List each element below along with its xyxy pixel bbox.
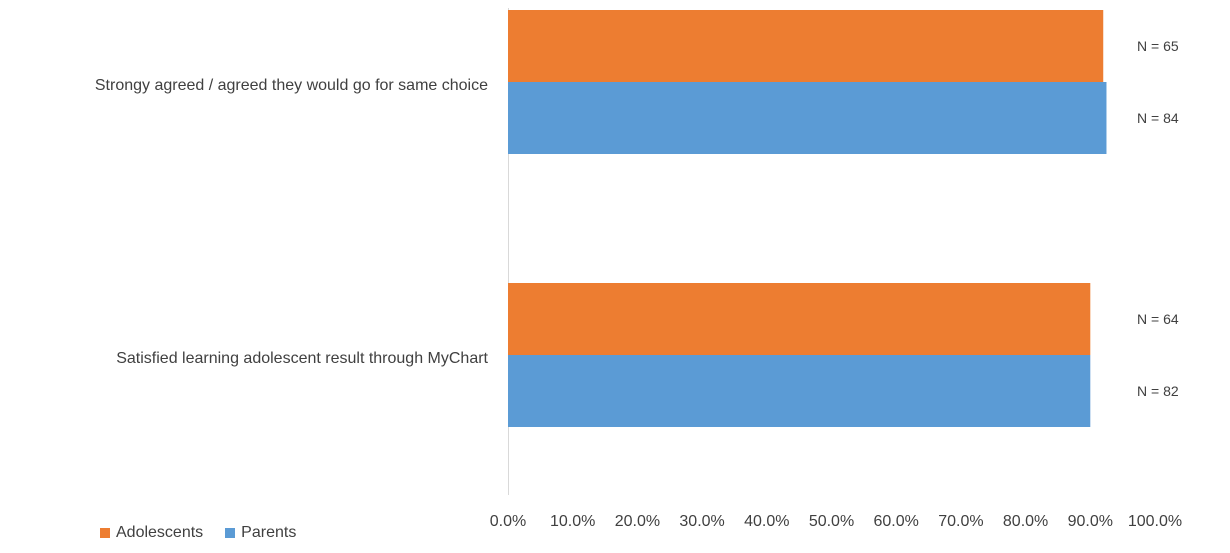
x-tick-label: 50.0% bbox=[809, 513, 854, 530]
category-label: Strongy agreed / agreed they would go fo… bbox=[95, 77, 488, 94]
x-tick-label: 90.0% bbox=[1068, 513, 1113, 530]
bar-parents bbox=[508, 355, 1091, 427]
x-tick-label: 60.0% bbox=[874, 513, 919, 530]
data-labels: N = 65 N = 84 N = 64 N = 82 bbox=[1137, 38, 1179, 399]
bar-parents bbox=[508, 82, 1107, 154]
legend-swatch-adolescents bbox=[100, 528, 110, 538]
legend-swatch-parents bbox=[225, 528, 236, 538]
data-label: N = 64 bbox=[1137, 311, 1179, 327]
x-tick-label: 40.0% bbox=[744, 513, 789, 530]
x-tick-label: 0.0% bbox=[490, 513, 526, 530]
bar-adolescents bbox=[508, 10, 1104, 82]
legend-item-adolescents: Adolescents bbox=[100, 524, 203, 542]
bars bbox=[508, 10, 1107, 427]
x-tick-label: 80.0% bbox=[1003, 513, 1048, 530]
legend-item-parents: Parents bbox=[225, 524, 296, 542]
x-tick-label: 70.0% bbox=[938, 513, 983, 530]
data-label: N = 84 bbox=[1137, 110, 1179, 126]
x-tick-label: 30.0% bbox=[679, 513, 724, 530]
category-labels: Strongy agreed / agreed they would go fo… bbox=[95, 77, 489, 367]
x-tick-label: 10.0% bbox=[550, 513, 595, 530]
legend-label-parents: Parents bbox=[241, 524, 297, 541]
data-label: N = 82 bbox=[1137, 383, 1179, 399]
x-axis-tick-labels: 0.0% 10.0% 20.0% 30.0% 40.0% 50.0% 60.0% 70.0% 8… bbox=[490, 513, 1182, 530]
x-tick-label: 20.0% bbox=[615, 513, 660, 530]
x-tick-label: 100.0% bbox=[1128, 513, 1182, 530]
bar-adolescents bbox=[508, 283, 1091, 355]
category-label: Satisfied learning adolescent result thr… bbox=[116, 350, 488, 367]
legend: Adolescents Parents bbox=[100, 524, 296, 542]
data-label: N = 65 bbox=[1137, 38, 1179, 54]
legend-label-adolescents: Adolescents bbox=[116, 524, 204, 541]
